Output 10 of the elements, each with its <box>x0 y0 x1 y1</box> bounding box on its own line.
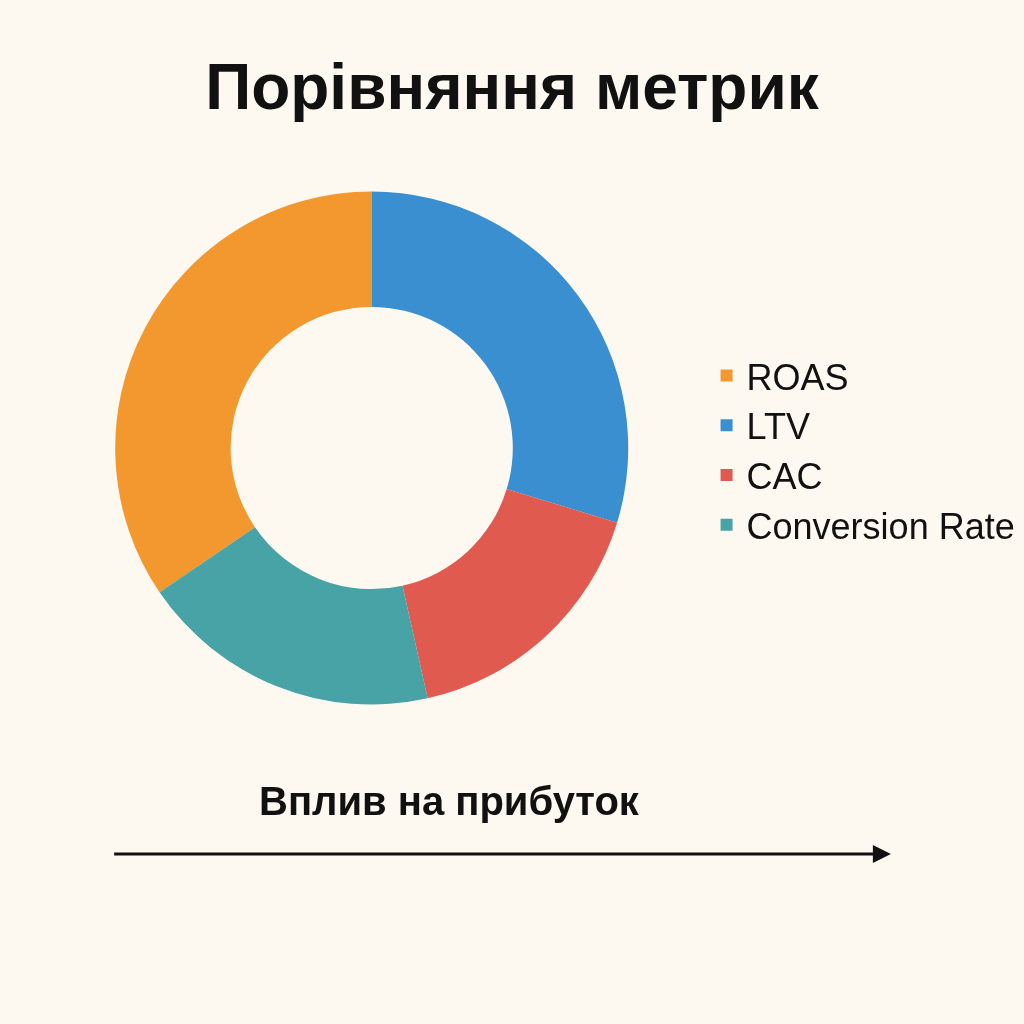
legend-label: CAC <box>746 456 823 498</box>
text: Вплив на прибуток <box>259 779 640 823</box>
donut-slice <box>371 191 628 523</box>
legend-label: LTV <box>746 406 810 448</box>
donut-slice <box>402 489 618 699</box>
legend-label: ROAS <box>746 356 849 398</box>
donut-slice <box>159 527 428 705</box>
chart-title: Порівняння метрик <box>205 51 820 124</box>
legend-label: Conversion Rate <box>746 505 1015 547</box>
donut-slice <box>115 191 372 593</box>
